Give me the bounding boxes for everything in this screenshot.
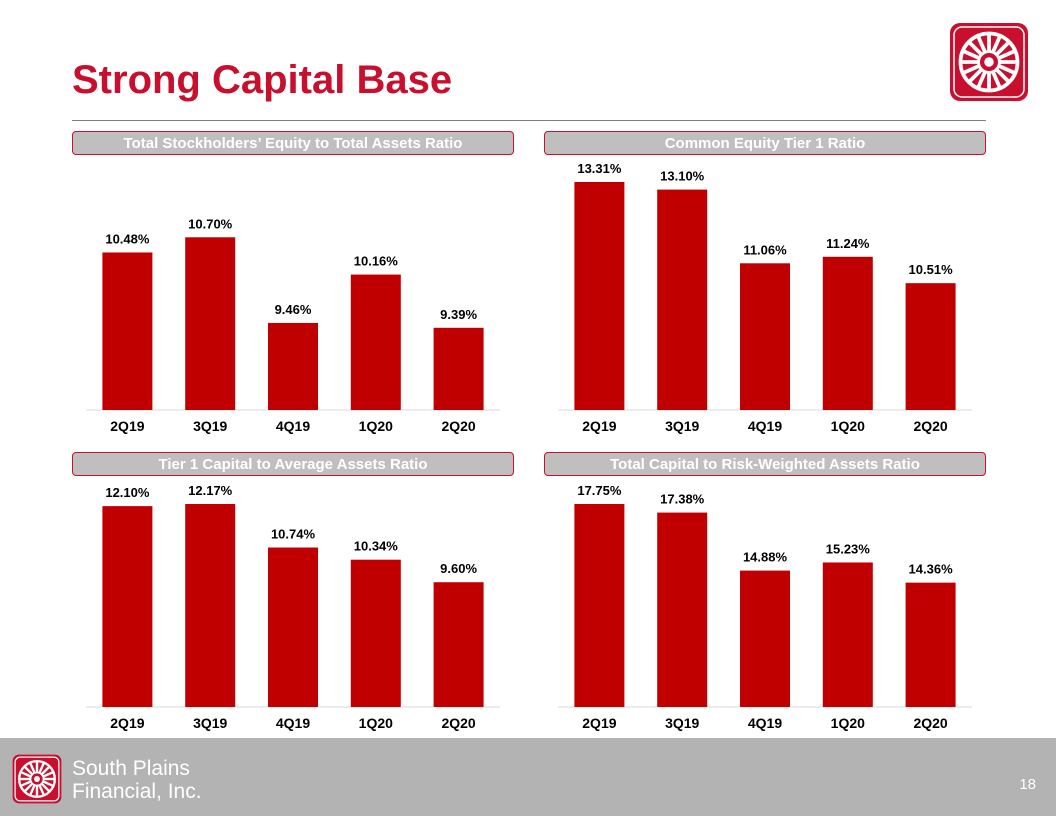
x-tick-label-2q20: 2Q20: [913, 418, 947, 434]
bar-1q20: [822, 562, 873, 707]
company-name-line1: South Plains: [72, 757, 190, 780]
x-tick-label-4q19: 4Q19: [748, 715, 782, 731]
bar-2q19: [574, 504, 625, 707]
bar-4q19: [268, 322, 318, 410]
chart-equity-to-assets: 10.48% 2Q19 10.70% 3Q19 9.46% 4Q19 10.16% 1Q20 9…: [86, 216, 500, 434]
data-label-4q19: 14.88%: [743, 550, 788, 565]
x-tick-label-1q20: 1Q20: [359, 418, 393, 434]
bar-3q19: [185, 237, 236, 410]
bar-1q20: [822, 256, 873, 410]
x-tick-label-3q19: 3Q19: [193, 715, 227, 731]
data-label-3q19: 10.70%: [188, 216, 233, 231]
page-number: 18: [1019, 776, 1036, 793]
data-label-2q19: 12.10%: [105, 485, 150, 500]
data-label-4q19: 10.74%: [271, 527, 316, 542]
x-tick-label-2q19: 2Q19: [110, 715, 144, 731]
x-tick-label-1q20: 1Q20: [831, 715, 865, 731]
wagon-wheel-logo-icon: [950, 23, 1028, 101]
data-label-3q19: 13.10%: [660, 169, 705, 184]
data-label-1q20: 15.23%: [826, 541, 871, 556]
bar-3q19: [657, 512, 708, 707]
bar-2q20: [905, 283, 956, 410]
x-tick-label-4q19: 4Q19: [276, 715, 310, 731]
data-label-2q20: 10.51%: [909, 262, 954, 277]
x-tick-label-1q20: 1Q20: [359, 715, 393, 731]
bar-2q19: [102, 506, 153, 707]
bar-4q19: [268, 547, 318, 707]
bar-2q19: [102, 252, 153, 410]
data-label-2q20: 9.39%: [440, 307, 477, 322]
data-label-3q19: 17.38%: [660, 492, 705, 507]
data-label-2q19: 13.31%: [577, 161, 622, 176]
bar-4q19: [740, 263, 790, 410]
bar-3q19: [657, 189, 708, 410]
bar-2q19: [574, 182, 625, 410]
company-name: South Plains Financial, Inc.: [72, 757, 202, 803]
data-label-2q19: 17.75%: [577, 483, 622, 498]
footer-bar: South Plains Financial, Inc. 18: [0, 738, 1056, 816]
data-label-4q19: 11.06%: [743, 242, 787, 257]
chart-title-cet1-ratio: Common Equity Tier 1 Ratio: [544, 131, 986, 155]
bar-2q20: [905, 582, 956, 707]
bar-1q20: [350, 559, 401, 707]
chart-cet1-ratio: 13.31% 2Q19 13.10% 3Q19 11.06% 4Q19 11.24% 1Q20…: [558, 161, 972, 434]
data-label-1q20: 11.24%: [826, 236, 870, 251]
x-tick-label-2q19: 2Q19: [582, 418, 616, 434]
bar-3q19: [185, 504, 236, 707]
bar-1q20: [350, 274, 401, 410]
data-label-2q19: 10.48%: [105, 231, 150, 246]
x-tick-label-2q20: 2Q20: [441, 418, 475, 434]
data-label-1q20: 10.16%: [354, 254, 399, 269]
chart-title-total-capital: Total Capital to Risk-Weighted Assets Ra…: [544, 452, 986, 476]
x-tick-label-2q20: 2Q20: [913, 715, 947, 731]
x-tick-label-3q19: 3Q19: [665, 418, 699, 434]
chart-title-tier1-leverage: Tier 1 Capital to Average Assets Ratio: [72, 452, 514, 476]
data-label-2q20: 9.60%: [440, 561, 477, 576]
x-tick-label-2q19: 2Q19: [110, 418, 144, 434]
bar-2q20: [433, 582, 484, 707]
bar-2q20: [433, 327, 484, 410]
chart-total-capital: 17.75% 2Q19 17.38% 3Q19 14.88% 4Q19 15.23% 1Q20…: [558, 483, 972, 731]
bar-4q19: [740, 570, 790, 707]
x-tick-label-4q19: 4Q19: [748, 418, 782, 434]
title-divider: [72, 120, 986, 121]
data-label-3q19: 12.17%: [188, 483, 233, 498]
footer-wagon-wheel-logo-icon: [12, 754, 62, 804]
slide-title: Strong Capital Base: [72, 58, 453, 102]
x-tick-label-2q19: 2Q19: [582, 715, 616, 731]
chart-tier1-leverage: 12.10% 2Q19 12.17% 3Q19 10.74% 4Q19 10.34% 1Q20…: [86, 483, 500, 731]
x-tick-label-4q19: 4Q19: [276, 418, 310, 434]
x-tick-label-1q20: 1Q20: [831, 418, 865, 434]
x-tick-label-3q19: 3Q19: [665, 715, 699, 731]
company-name-line2: Financial, Inc.: [72, 780, 202, 803]
data-label-1q20: 10.34%: [354, 539, 399, 554]
x-tick-label-2q20: 2Q20: [441, 715, 475, 731]
chart-title-equity-to-assets: Total Stockholders’ Equity to Total Asse…: [72, 131, 514, 155]
data-label-4q19: 9.46%: [275, 302, 312, 317]
x-tick-label-3q19: 3Q19: [193, 418, 227, 434]
data-label-2q20: 14.36%: [909, 562, 954, 577]
